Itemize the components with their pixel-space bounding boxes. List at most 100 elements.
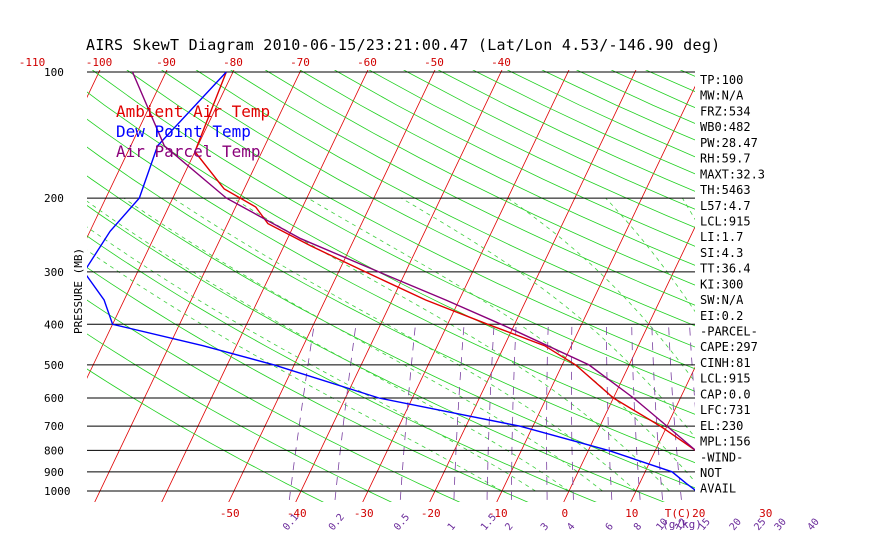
mixing-ratio-unit-label: (g/kg): [662, 518, 702, 531]
moist-adiabat-line: [605, 197, 695, 313]
dry-adiabat-line: [87, 175, 695, 489]
stat-item: WB0:482: [700, 120, 751, 134]
mixing-ratio-tick-label: 30: [773, 517, 789, 533]
pressure-axis-label: PRESSURE (MB): [72, 248, 85, 334]
mixing-ratio-line: [606, 324, 613, 500]
pressure-tick-label: 1000: [44, 485, 71, 498]
mixing-ratio-line: [511, 324, 517, 500]
dry-adiabat-line: [87, 299, 461, 502]
dry-adiabat-line: [87, 235, 597, 502]
legend-entry: Dew Point Temp: [116, 122, 251, 141]
sounding-profiles: [87, 71, 695, 491]
stat-item: MAXT:32.3: [700, 167, 765, 181]
top-temp-tick-label: -110: [19, 56, 46, 69]
isotherm-line: [630, 366, 695, 502]
isotherm-line: [496, 85, 695, 502]
mixing-ratio-tick-label: 4: [565, 521, 577, 533]
stat-item: MW:N/A: [700, 89, 744, 103]
stat-item: SW:N/A: [700, 293, 744, 307]
stat-item: L57:4.7: [700, 199, 751, 213]
pressure-tick-label: 400: [44, 318, 64, 331]
moist-adiabat-line: [401, 197, 695, 438]
dry-adiabat-line: [333, 70, 695, 247]
dry-adiabat-line: [299, 70, 695, 266]
dry-adiabat-line: [87, 267, 529, 502]
bottom-temp-tick-label: -30: [354, 507, 374, 520]
dry-adiabat-line: [87, 333, 393, 502]
pressure-tick-label: 100: [44, 66, 64, 79]
chart-title: AIRS SkewT Diagram 2010-06-15/23:21:00.4…: [86, 36, 721, 54]
mixing-ratio-line: [453, 324, 465, 500]
isobar-lines: [87, 71, 695, 492]
mixing-ratio-tick-label: 8: [632, 521, 644, 533]
ambient-air-temp-profile: [194, 71, 695, 451]
stat-item: TT:36.4: [700, 262, 751, 276]
dew-point-temp-profile: [87, 71, 695, 491]
mixing-ratio-tick-label: 6: [604, 521, 616, 533]
isotherm-line: [295, 70, 503, 502]
mixing-ratio-line: [486, 324, 495, 500]
pressure-tick-label: 300: [44, 266, 64, 279]
mixing-ratio-line: [757, 324, 781, 500]
axis-labels: 1002003004005006007008009001000PRESSURE …: [19, 56, 822, 533]
mixing-ratio-tick-label: 3: [539, 521, 551, 533]
stat-item: FRZ:534: [700, 104, 751, 118]
stat-item: TP:100: [700, 73, 743, 87]
isotherm-line: [94, 70, 302, 502]
pressure-tick-label: 600: [44, 392, 64, 405]
dry-adiabat-line: [541, 70, 695, 141]
mixing-ratio-line: [651, 324, 663, 500]
bottom-temp-tick-label: -20: [421, 507, 441, 520]
isotherm-line: [762, 31, 870, 508]
bottom-temp-tick-label: 10: [625, 507, 638, 520]
dry-adiabat-line: [506, 70, 695, 158]
bottom-temp-tick-label: -10: [488, 507, 508, 520]
stat-item: TH:5463: [700, 183, 751, 197]
moist-adiabat-line: [87, 249, 503, 492]
stat-item: -PARCEL-: [700, 325, 758, 339]
air-parcel-temp-profile: [131, 71, 695, 451]
dry-adiabat-line: [87, 204, 665, 502]
dry-adiabat-line: [91, 70, 695, 392]
dry-adiabat-line: [87, 91, 695, 415]
stat-item: EI:0.2: [700, 309, 743, 323]
moist-adiabat-line: [123, 197, 603, 492]
top-temp-tick-label: -90: [156, 56, 176, 69]
mixing-ratio-line: [546, 324, 549, 500]
stat-item: RH:59.7: [700, 152, 751, 166]
dry-adiabat-line: [87, 118, 695, 439]
isotherm-line: [87, 70, 235, 379]
stat-item: CAPE:297: [700, 340, 758, 354]
mixing-ratio-line: [571, 324, 574, 500]
dry-adiabat-line: [161, 70, 695, 348]
stat-item: LFC:731: [700, 403, 751, 417]
top-temp-tick-label: -60: [357, 56, 377, 69]
pressure-tick-label: 700: [44, 420, 64, 433]
pressure-tick-label: 900: [44, 466, 64, 479]
mixing-ratio-tick-label: 0.5: [392, 512, 412, 533]
stat-item: LCL:915: [700, 214, 751, 228]
mixing-ratio-line: [399, 324, 416, 500]
dry-adiabat-line: [230, 70, 695, 306]
bottom-temp-tick-label: 0: [561, 507, 568, 520]
stat-item: KI:300: [700, 277, 743, 291]
isotherm-line: [429, 70, 637, 502]
mixing-ratio-tick-label: 1: [446, 521, 458, 533]
stat-item: PW:28.47: [700, 136, 758, 150]
mixing-ratio-tick-label: 40: [806, 517, 822, 533]
isotherm-line: [228, 70, 436, 502]
dry-adiabat-line: [126, 70, 695, 370]
mixing-ratio-tick-label: 2: [503, 521, 515, 533]
moist-adiabat-line: [87, 200, 570, 492]
mixing-ratio-line: [631, 324, 641, 500]
legend-entry: Air Parcel Temp: [116, 142, 261, 161]
isotherm-line: [161, 70, 369, 502]
top-temp-tick-label: -40: [491, 56, 511, 69]
isotherm-line: [563, 226, 695, 502]
bottom-temp-tick-label: 30: [759, 507, 772, 520]
isotherm-line: [829, 31, 870, 508]
mixing-ratio-line: [786, 324, 814, 500]
dry-adiabat-line: [368, 70, 695, 228]
stat-item: MPL:156: [700, 435, 751, 449]
mixing-ratio-line: [288, 324, 315, 500]
